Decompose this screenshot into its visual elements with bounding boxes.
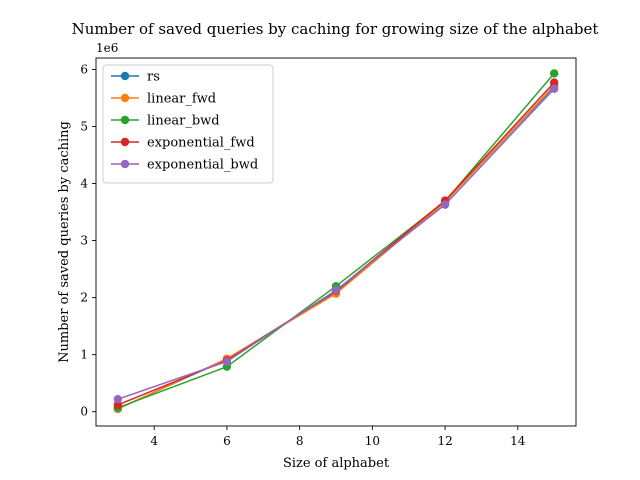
x-tick-label: 12 bbox=[437, 434, 452, 448]
legend-marker-rs bbox=[120, 71, 130, 81]
y-axis-label: Number of saved queries by caching bbox=[57, 121, 72, 363]
x-tick-label: 6 bbox=[223, 434, 231, 448]
x-tick-label: 14 bbox=[510, 434, 526, 448]
y-tick-label: 2 bbox=[80, 291, 88, 305]
legend-marker-exponential_bwd bbox=[120, 159, 130, 169]
legend-box bbox=[102, 64, 274, 184]
y-tick-label: 0 bbox=[80, 405, 88, 419]
data-point-exponential_bwd-0 bbox=[113, 394, 123, 404]
y-offset-label: 1e6 bbox=[96, 41, 118, 55]
x-tick-label: 4 bbox=[150, 434, 158, 448]
y-tick-label: 1 bbox=[80, 348, 88, 362]
axes-frame bbox=[95, 57, 577, 427]
y-tick-label: 4 bbox=[80, 177, 88, 191]
legend-label-exponential_fwd: exponential_fwd bbox=[147, 136, 255, 151]
x-axis-label: Size of alphabet bbox=[283, 456, 390, 471]
y-tick-label: 5 bbox=[80, 119, 88, 133]
chart-title: Number of saved queries by caching for g… bbox=[72, 20, 599, 38]
legend: rs linear_fwd linear_bwd exponential_fwdexp… bbox=[102, 64, 274, 184]
data-point-exponential_bwd-2 bbox=[331, 286, 341, 295]
data-point-exponential_bwd-1 bbox=[222, 357, 232, 366]
data-point-exponential_bwd-4 bbox=[549, 84, 559, 94]
data-point-exponential_bwd-3 bbox=[440, 200, 450, 209]
x-tick-label: 8 bbox=[296, 434, 304, 448]
legend-label-exponential_bwd: exponential_bwd bbox=[147, 158, 258, 173]
legend-marker-exponential_fwd bbox=[120, 137, 130, 147]
data-point-linear_bwd-4 bbox=[549, 69, 559, 78]
x-tick-label: 10 bbox=[365, 434, 380, 448]
legend-label-linear_fwd: linear_fwd bbox=[147, 92, 216, 107]
legend-marker-linear_fwd bbox=[120, 93, 130, 103]
legend-marker-linear_bwd bbox=[120, 115, 130, 125]
y-tick-label: 6 bbox=[80, 62, 88, 76]
data-point-exponential_fwd-4 bbox=[549, 78, 559, 87]
legend-label-linear_bwd: linear_bwd bbox=[147, 114, 220, 129]
y-tick-label: 3 bbox=[80, 234, 88, 248]
legend-label-rs: rs bbox=[147, 70, 160, 85]
